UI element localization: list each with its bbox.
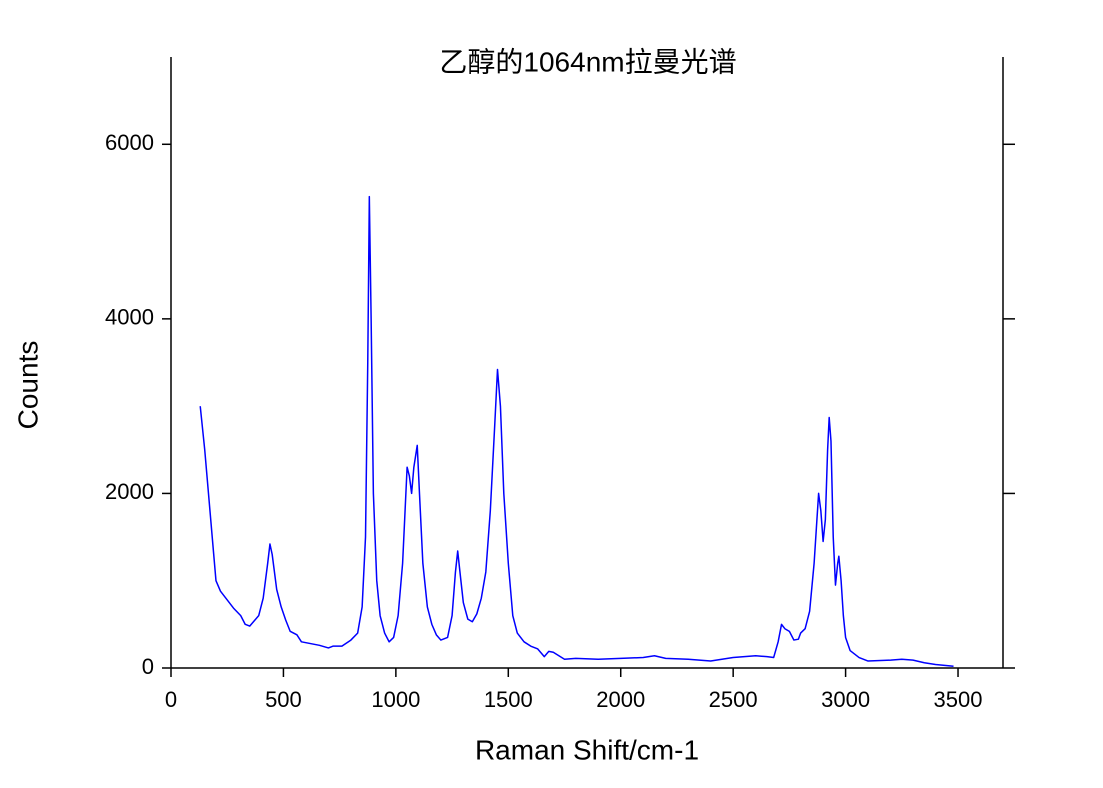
y-tick-label: 4000 <box>105 305 154 330</box>
y-tick-label: 6000 <box>105 130 154 155</box>
x-axis-title: Raman Shift/cm-1 <box>475 734 699 765</box>
chart-title: 乙醇的1064nm拉曼光谱 <box>439 46 736 77</box>
spectrum-line <box>199 195 954 667</box>
x-tick-label: 2500 <box>709 687 758 712</box>
x-tick-label: 1500 <box>484 687 533 712</box>
x-tick-label: 3000 <box>821 687 870 712</box>
x-tick-label: 1000 <box>371 687 420 712</box>
x-tick-label: 0 <box>165 687 177 712</box>
x-tick-label: 2000 <box>596 687 645 712</box>
y-tick-label: 2000 <box>105 479 154 504</box>
x-tick-label: 500 <box>265 687 302 712</box>
y-axis-title: Counts <box>12 341 43 430</box>
y-tick-label: 0 <box>142 654 154 679</box>
x-tick-label: 3500 <box>934 687 983 712</box>
